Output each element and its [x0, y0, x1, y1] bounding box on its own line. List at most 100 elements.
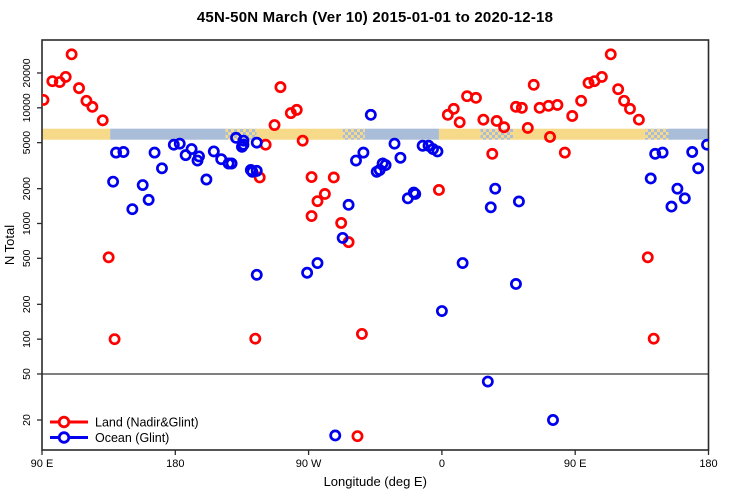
data-point-land — [498, 121, 511, 134]
band-segment-land — [256, 128, 343, 140]
data-point-land — [486, 147, 499, 160]
data-point-land — [447, 102, 460, 115]
y-tick-label: 1000 — [21, 212, 33, 236]
data-point-land — [65, 48, 78, 61]
y-tick-label: 20 — [21, 414, 33, 426]
y-tick-label: 20000 — [21, 58, 33, 87]
data-point-ocean — [692, 162, 705, 175]
x-tick-label: 90 E — [31, 458, 54, 470]
data-point-land — [46, 75, 59, 88]
data-point-land — [647, 332, 660, 345]
data-point-land — [544, 130, 556, 143]
data-point-land — [641, 251, 654, 264]
data-point-ocean — [167, 138, 180, 151]
data-point-land — [566, 110, 579, 122]
data-point-land — [551, 98, 564, 111]
legend-label: Ocean (Glint) — [95, 431, 169, 445]
y-tick-label: 200 — [21, 295, 33, 313]
data-point-land — [604, 48, 617, 61]
data-point-ocean — [456, 257, 469, 269]
data-point-ocean — [512, 195, 525, 208]
data-point-ocean — [342, 198, 355, 211]
band-segment-mixed — [480, 128, 513, 140]
data-point-land — [527, 78, 540, 91]
data-point-land — [558, 146, 571, 159]
data-point-ocean — [244, 164, 257, 176]
data-point-land — [335, 217, 348, 229]
data-point-ocean — [364, 108, 377, 121]
data-points — [42, 48, 709, 443]
data-point-ocean — [225, 157, 238, 170]
data-point-land — [470, 91, 482, 104]
x-tick-label: 90 E — [564, 458, 587, 470]
data-point-ocean — [678, 192, 691, 205]
data-point-land — [318, 188, 331, 200]
data-point-ocean — [301, 266, 314, 279]
data-point-land — [86, 100, 99, 113]
data-point-ocean — [250, 268, 263, 281]
legend-marker — [57, 415, 71, 429]
data-point-ocean — [388, 137, 401, 150]
data-point-land — [296, 134, 309, 147]
band-segment-land — [438, 128, 481, 140]
data-point-ocean — [179, 149, 192, 162]
data-point-land — [582, 77, 595, 89]
data-point-ocean — [191, 154, 204, 167]
band-segment-land — [42, 128, 111, 140]
y-tick-label: 10000 — [21, 93, 33, 122]
x-tick-label: 180 — [699, 458, 717, 470]
band-segment-ocean — [110, 128, 226, 140]
data-point-land — [305, 171, 318, 184]
legend-label: Land (Nadir&Glint) — [95, 416, 199, 430]
data-point-ocean — [142, 193, 155, 206]
data-point-ocean — [656, 146, 669, 159]
data-point-ocean — [489, 182, 502, 195]
data-point-land — [80, 94, 93, 107]
data-point-land — [595, 70, 608, 83]
data-point-land — [42, 93, 50, 106]
data-point-land — [624, 102, 636, 115]
data-point-ocean — [373, 164, 386, 176]
data-point-land — [355, 327, 368, 340]
data-point-land — [432, 183, 445, 196]
data-point-land — [351, 430, 364, 443]
data-point-land — [73, 82, 85, 95]
data-point-ocean — [200, 173, 213, 186]
data-point-land — [249, 332, 262, 345]
data-point-ocean — [136, 179, 149, 191]
data-point-land — [632, 113, 645, 126]
data-point-land — [59, 70, 72, 83]
data-point-ocean — [484, 201, 497, 214]
data-point-ocean — [185, 143, 198, 156]
data-point-ocean — [173, 137, 186, 150]
data-point-land — [327, 171, 340, 184]
data-point-land — [490, 114, 503, 127]
data-point-ocean — [311, 257, 324, 269]
data-point-ocean — [701, 138, 709, 151]
data-point-ocean — [350, 154, 362, 167]
data-point-ocean — [235, 140, 248, 153]
y-tick-label: 2000 — [21, 177, 33, 201]
data-point-land — [311, 195, 324, 208]
data-point-land — [441, 108, 454, 121]
data-point-ocean — [110, 146, 123, 159]
y-tick-label: 100 — [21, 330, 33, 348]
data-point-land — [515, 101, 528, 114]
band-segment-ocean — [668, 128, 709, 140]
band-segment-mixed — [644, 128, 669, 140]
data-point-ocean — [156, 162, 168, 175]
data-point-land — [510, 100, 522, 113]
data-point-ocean — [649, 147, 662, 160]
band-segment-land — [512, 128, 645, 140]
data-point-ocean — [148, 146, 161, 159]
data-point-ocean — [394, 151, 407, 164]
data-point-ocean — [117, 146, 130, 158]
data-point-ocean — [126, 203, 139, 216]
x-tick-label: 180 — [166, 458, 184, 470]
legend: Land (Nadir&Glint)Ocean (Glint) — [50, 415, 199, 445]
data-point-land — [618, 94, 631, 107]
data-point-ocean — [329, 429, 342, 442]
y-tick-label: 500 — [21, 249, 33, 267]
data-point-ocean — [481, 375, 494, 388]
chart-title: 45N-50N March (Ver 10) 2015-01-01 to 202… — [196, 9, 554, 26]
